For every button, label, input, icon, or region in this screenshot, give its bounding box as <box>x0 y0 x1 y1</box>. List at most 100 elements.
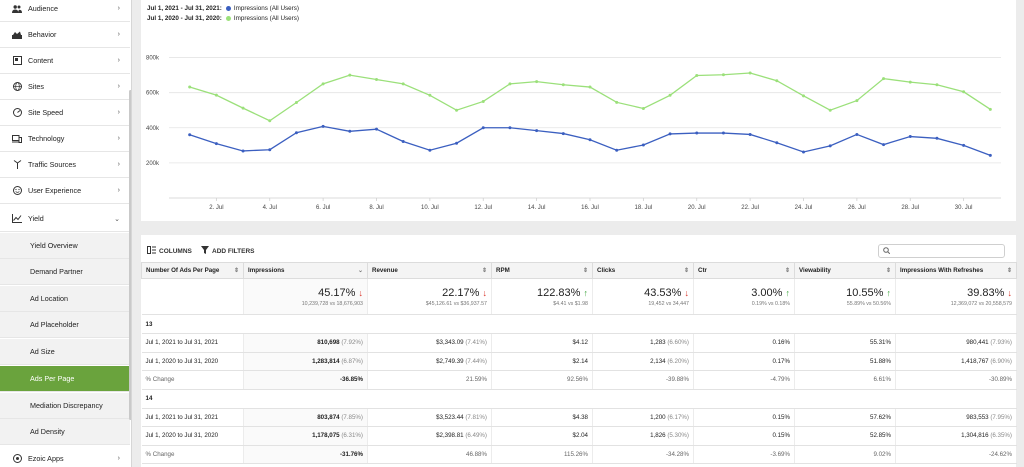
change-cell: 9.02% <box>794 445 896 464</box>
search-input[interactable] <box>893 246 1001 256</box>
arrow-down-icon: ↓ <box>482 287 488 298</box>
cell-value: 1,304,816 <box>961 432 989 440</box>
arrow-down-icon: ↓ <box>684 287 690 298</box>
data-point-2021 <box>535 129 539 133</box>
summary-cell: 3.00% ↑ 0.19% vs 0.18% <box>693 278 795 315</box>
column-header-viewability[interactable]: Viewability ⇕ <box>794 262 896 279</box>
data-table: Number Of Ads Per Page ⇕ Impressions ⌄ Rev… <box>141 262 1017 464</box>
summary-cell: 43.53% ↓ 19,452 vs 34,447 <box>592 278 694 315</box>
legend-item-2020[interactable]: Jul 1, 2020 - Jul 31, 2020: Impressions … <box>147 15 299 22</box>
summary-cell <box>141 278 244 315</box>
cell-value: 52.85% <box>870 432 891 440</box>
cell-value: 803,874 <box>317 413 340 421</box>
data-point-2021 <box>481 126 485 130</box>
sidebar-item-audience[interactable]: Audience › <box>0 0 130 22</box>
sidebar-item-behavior[interactable]: Behavior › <box>0 22 130 48</box>
sidebar-subitem-ad-location[interactable]: Ad Location <box>0 286 130 312</box>
cell-share: (7.92%) <box>339 339 363 347</box>
legend-range: Jul 1, 2021 - Jul 31, 2021: <box>147 5 222 12</box>
sort-icon: ⇕ <box>582 268 588 274</box>
summary-comparison: 12,369,072 vs 20,558,579 <box>950 300 1012 307</box>
sidebar-scrollbar[interactable] <box>129 90 131 420</box>
x-tick-label: 20. Jul <box>688 205 706 211</box>
column-header-ctr[interactable]: Ctr ⇕ <box>693 262 795 279</box>
data-point-2020 <box>641 106 645 110</box>
table-row[interactable]: Jul 1, 2020 to Jul 31, 2020 1,178,075 (6.… <box>141 426 1017 446</box>
sidebar-item-site-speed[interactable]: Site Speed › <box>0 100 130 126</box>
sidebar-subitem-demand-partner[interactable]: Demand Partner <box>0 259 130 285</box>
data-point-2021 <box>882 143 886 147</box>
sidebar-item-sites[interactable]: Sites › <box>0 74 130 100</box>
sort-desc-icon: ⌄ <box>357 268 363 274</box>
change-cell: -39.88% <box>592 370 694 390</box>
column-header-ads-per-page[interactable]: Number Of Ads Per Page ⇕ <box>141 262 244 279</box>
data-point-2020 <box>348 73 352 77</box>
cell-share: (6.17%) <box>665 413 689 421</box>
sidebar-item-label: Ezoic Apps <box>28 454 64 463</box>
sidebar-item-label: Ad Density <box>30 427 65 436</box>
data-point-2020 <box>695 73 699 77</box>
summary-comparison: 10,239,728 vs 18,676,903 <box>301 300 363 307</box>
column-header-impressions-with-refreshes[interactable]: Impressions With Refreshes ⇕ <box>895 262 1017 279</box>
cell-share: (7.41%) <box>463 339 487 347</box>
chart-panel: Jul 1, 2021 - Jul 31, 2021: Impressions … <box>141 0 1016 221</box>
columns-label: COLUMNS <box>159 247 192 255</box>
data-point-2021 <box>428 148 432 152</box>
data-point-2020 <box>401 82 405 86</box>
summary-value: 122.83% ↑ <box>496 287 588 299</box>
summary-cell: 39.83% ↓ 12,369,072 vs 20,558,579 <box>895 278 1017 315</box>
data-point-2020 <box>988 107 992 111</box>
sidebar-item-technology[interactable]: Technology › <box>0 126 130 152</box>
summary-comparison: $4.41 vs $1.98 <box>553 300 588 307</box>
table-cell: 57.62% <box>794 408 896 427</box>
sidebar-item-content[interactable]: Content › <box>0 48 130 74</box>
data-point-2020 <box>908 80 912 84</box>
sidebar-item-user-experience[interactable]: User Experience › <box>0 178 130 204</box>
add-filters-button[interactable]: ADD FILTERS <box>201 246 255 256</box>
change-row[interactable]: % Change -36.85% 21.59% 92.56% -39.88% -4.79%… <box>141 370 1017 390</box>
sidebar-subitem-yield-overview[interactable]: Yield Overview <box>0 233 130 259</box>
column-header-revenue[interactable]: Revenue ⇕ <box>367 262 492 279</box>
x-tick-label: 16. Jul <box>581 205 599 211</box>
sort-icon: ⇕ <box>481 268 487 274</box>
table-row[interactable]: Jul 1, 2020 to Jul 31, 2020 1,283,814 (6.… <box>141 352 1017 371</box>
table-cell: 1,200 (6.17%) <box>592 408 694 427</box>
x-tick-label: 12. Jul <box>474 205 492 211</box>
sidebar-subitem-mediation-discrepancy[interactable]: Mediation Discrepancy <box>0 393 130 419</box>
sidebar-subitem-ads-per-page[interactable]: Ads Per Page <box>0 366 130 392</box>
sidebar-item-yield[interactable]: Yield ⌄ <box>0 206 130 232</box>
group-row[interactable]: 14 <box>141 389 1017 409</box>
column-header-rpm[interactable]: RPM ⇕ <box>491 262 593 279</box>
table-row[interactable]: Jul 1, 2021 to Jul 31, 2021 803,874 (7.85… <box>141 408 1017 427</box>
sidebar-item-label: Ad Location <box>30 294 68 303</box>
table-cell: 1,283,814 (6.87%) <box>243 352 368 371</box>
column-header-impressions[interactable]: Impressions ⌄ <box>243 262 368 279</box>
summary-value: 43.53% ↓ <box>597 287 689 299</box>
sidebar-item-traffic-sources[interactable]: Traffic Sources › <box>0 152 130 178</box>
table-row[interactable]: Jul 1, 2021 to Jul 31, 2021 810,698 (7.92… <box>141 333 1017 353</box>
columns-button[interactable]: COLUMNS <box>147 246 192 256</box>
legend-item-2021[interactable]: Jul 1, 2021 - Jul 31, 2021: Impressions … <box>147 5 299 12</box>
data-point-2020 <box>802 94 806 98</box>
table-cell: 2,134 (6.20%) <box>592 352 694 371</box>
data-point-2020 <box>882 77 886 81</box>
data-point-2021 <box>855 132 859 136</box>
cell-value: 0.16% <box>772 339 790 347</box>
sidebar-subitem-ad-density[interactable]: Ad Density <box>0 419 130 445</box>
chevron-right-icon: › <box>117 135 120 142</box>
sidebar-item-label: Technology <box>28 134 65 143</box>
sidebar-subitem-ad-size[interactable]: Ad Size <box>0 339 130 365</box>
summary-cell: 122.83% ↑ $4.41 vs $1.98 <box>491 278 593 315</box>
group-row[interactable]: 13 <box>141 314 1017 334</box>
table-cell: 1,826 (5.30%) <box>592 426 694 446</box>
cell-value: 1,826 <box>650 432 666 440</box>
data-point-2021 <box>588 138 592 142</box>
cell-share: (6.90%) <box>988 357 1012 365</box>
sidebar-item-label: User Experience <box>28 186 82 195</box>
summary-percent: 39.83% <box>967 286 1008 299</box>
change-row[interactable]: % Change -31.76% 46.88% 115.26% -34.28% -3.69… <box>141 445 1017 464</box>
series-line-2020 <box>189 72 991 122</box>
sidebar-item-ezoic-apps[interactable]: Ezoic Apps › <box>0 446 130 467</box>
column-header-clicks[interactable]: Clicks ⇕ <box>592 262 694 279</box>
sidebar-subitem-ad-placeholder[interactable]: Ad Placeholder <box>0 312 130 338</box>
